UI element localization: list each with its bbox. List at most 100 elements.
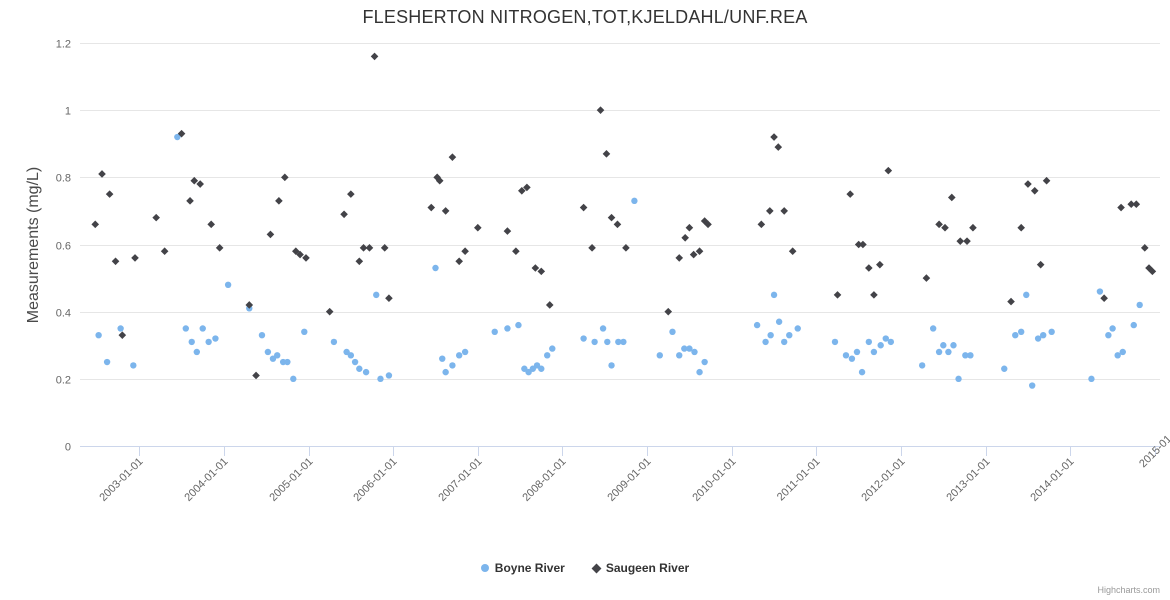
data-point-boyne-river[interactable]: [701, 358, 708, 366]
data-point-boyne-river[interactable]: [669, 328, 676, 336]
data-point-boyne-river[interactable]: [373, 291, 380, 299]
data-point-boyne-river[interactable]: [290, 375, 297, 383]
data-point-saugeen-river[interactable]: [281, 173, 289, 182]
data-point-boyne-river[interactable]: [762, 338, 769, 346]
data-point-saugeen-river[interactable]: [757, 220, 766, 229]
data-point-boyne-river[interactable]: [330, 338, 338, 346]
data-point-boyne-river[interactable]: [686, 345, 693, 352]
data-point-saugeen-river[interactable]: [448, 153, 457, 161]
data-point-saugeen-river[interactable]: [681, 233, 689, 242]
data-point-saugeen-river[interactable]: [865, 264, 873, 272]
data-point-saugeen-river[interactable]: [1100, 294, 1108, 303]
data-point-boyne-river[interactable]: [117, 325, 124, 332]
data-point-saugeen-river[interactable]: [98, 170, 106, 178]
data-point-saugeen-river[interactable]: [935, 220, 943, 229]
data-point-saugeen-river[interactable]: [275, 197, 283, 205]
data-point-boyne-river[interactable]: [865, 338, 873, 346]
data-point-saugeen-river[interactable]: [91, 220, 100, 229]
data-point-saugeen-river[interactable]: [579, 203, 588, 212]
data-point-boyne-river[interactable]: [1039, 331, 1047, 339]
data-point-boyne-river[interactable]: [770, 291, 778, 299]
data-point-boyne-river[interactable]: [439, 355, 446, 362]
data-point-saugeen-river[interactable]: [859, 240, 867, 249]
data-point-boyne-river[interactable]: [691, 348, 698, 356]
data-point-saugeen-river[interactable]: [695, 247, 704, 256]
data-point-boyne-river[interactable]: [103, 358, 111, 366]
data-point-boyne-river[interactable]: [491, 328, 498, 336]
data-point-boyne-river[interactable]: [615, 338, 622, 346]
data-point-saugeen-river[interactable]: [870, 291, 878, 299]
data-point-saugeen-river[interactable]: [588, 244, 596, 252]
data-point-boyne-river[interactable]: [676, 352, 683, 359]
data-point-boyne-river[interactable]: [205, 338, 212, 346]
data-point-saugeen-river[interactable]: [956, 237, 965, 245]
data-point-saugeen-river[interactable]: [545, 301, 554, 309]
data-point-saugeen-river[interactable]: [152, 213, 160, 222]
data-point-saugeen-river[interactable]: [296, 250, 304, 259]
data-point-saugeen-river[interactable]: [359, 244, 368, 252]
data-point-boyne-river[interactable]: [385, 372, 393, 379]
data-point-boyne-river[interactable]: [955, 375, 962, 383]
data-point-saugeen-river[interactable]: [427, 203, 436, 212]
data-point-boyne-river[interactable]: [432, 264, 439, 272]
data-point-saugeen-river[interactable]: [365, 244, 374, 252]
data-point-saugeen-river[interactable]: [774, 143, 783, 151]
data-point-saugeen-river[interactable]: [846, 190, 855, 198]
data-point-boyne-river[interactable]: [212, 335, 219, 342]
data-point-saugeen-river[interactable]: [876, 260, 884, 269]
data-point-boyne-river[interactable]: [696, 368, 703, 376]
data-point-saugeen-river[interactable]: [766, 207, 774, 215]
highcharts-credit[interactable]: Highcharts.com: [1097, 585, 1160, 595]
data-point-boyne-river[interactable]: [967, 352, 974, 359]
data-point-boyne-river[interactable]: [656, 352, 663, 359]
data-point-saugeen-river[interactable]: [433, 173, 441, 182]
data-point-boyne-river[interactable]: [940, 342, 947, 349]
data-point-saugeen-river[interactable]: [664, 307, 673, 316]
data-point-boyne-river[interactable]: [182, 325, 189, 332]
data-point-saugeen-river[interactable]: [215, 244, 224, 252]
data-point-saugeen-river[interactable]: [969, 223, 977, 232]
data-point-boyne-river[interactable]: [515, 321, 522, 329]
data-point-saugeen-river[interactable]: [788, 247, 797, 256]
legend-item-saugeen-river[interactable]: Saugeen River: [591, 561, 689, 575]
data-point-saugeen-river[interactable]: [833, 291, 842, 299]
data-point-boyne-river[interactable]: [544, 352, 551, 359]
data-point-boyne-river[interactable]: [945, 348, 952, 356]
data-point-saugeen-river[interactable]: [207, 220, 215, 229]
data-point-boyne-river[interactable]: [95, 331, 102, 339]
data-point-boyne-river[interactable]: [767, 331, 774, 339]
data-point-saugeen-river[interactable]: [340, 210, 348, 219]
data-point-boyne-river[interactable]: [858, 368, 866, 376]
data-point-boyne-river[interactable]: [362, 368, 370, 376]
data-point-boyne-river[interactable]: [193, 348, 201, 356]
data-point-saugeen-river[interactable]: [441, 207, 450, 215]
data-point-saugeen-river[interactable]: [596, 106, 605, 114]
data-point-saugeen-river[interactable]: [105, 190, 114, 198]
data-point-saugeen-river[interactable]: [1127, 200, 1136, 208]
data-point-boyne-river[interactable]: [929, 325, 937, 332]
data-point-boyne-river[interactable]: [274, 352, 281, 359]
data-point-saugeen-river[interactable]: [266, 230, 275, 239]
data-point-boyne-river[interactable]: [786, 331, 793, 339]
data-point-saugeen-river[interactable]: [461, 247, 469, 256]
data-point-saugeen-river[interactable]: [455, 257, 463, 266]
data-point-boyne-river[interactable]: [258, 331, 266, 339]
data-point-saugeen-river[interactable]: [355, 257, 364, 266]
data-point-saugeen-river[interactable]: [1140, 244, 1149, 252]
data-point-saugeen-river[interactable]: [922, 274, 931, 282]
data-point-boyne-river[interactable]: [1001, 365, 1008, 372]
data-point-boyne-river[interactable]: [681, 345, 688, 352]
data-point-saugeen-river[interactable]: [302, 254, 310, 262]
data-point-saugeen-river[interactable]: [704, 220, 712, 229]
data-point-boyne-river[interactable]: [591, 338, 598, 346]
data-point-saugeen-river[interactable]: [118, 331, 127, 339]
data-point-boyne-river[interactable]: [781, 338, 788, 346]
data-point-boyne-river[interactable]: [130, 362, 137, 369]
data-point-saugeen-river[interactable]: [1036, 260, 1045, 269]
data-point-boyne-river[interactable]: [631, 197, 638, 205]
data-point-saugeen-river[interactable]: [884, 166, 893, 175]
data-point-boyne-river[interactable]: [1088, 375, 1095, 383]
data-point-boyne-river[interactable]: [962, 352, 969, 359]
data-point-boyne-river[interactable]: [1034, 335, 1042, 342]
data-point-saugeen-river[interactable]: [385, 294, 393, 303]
